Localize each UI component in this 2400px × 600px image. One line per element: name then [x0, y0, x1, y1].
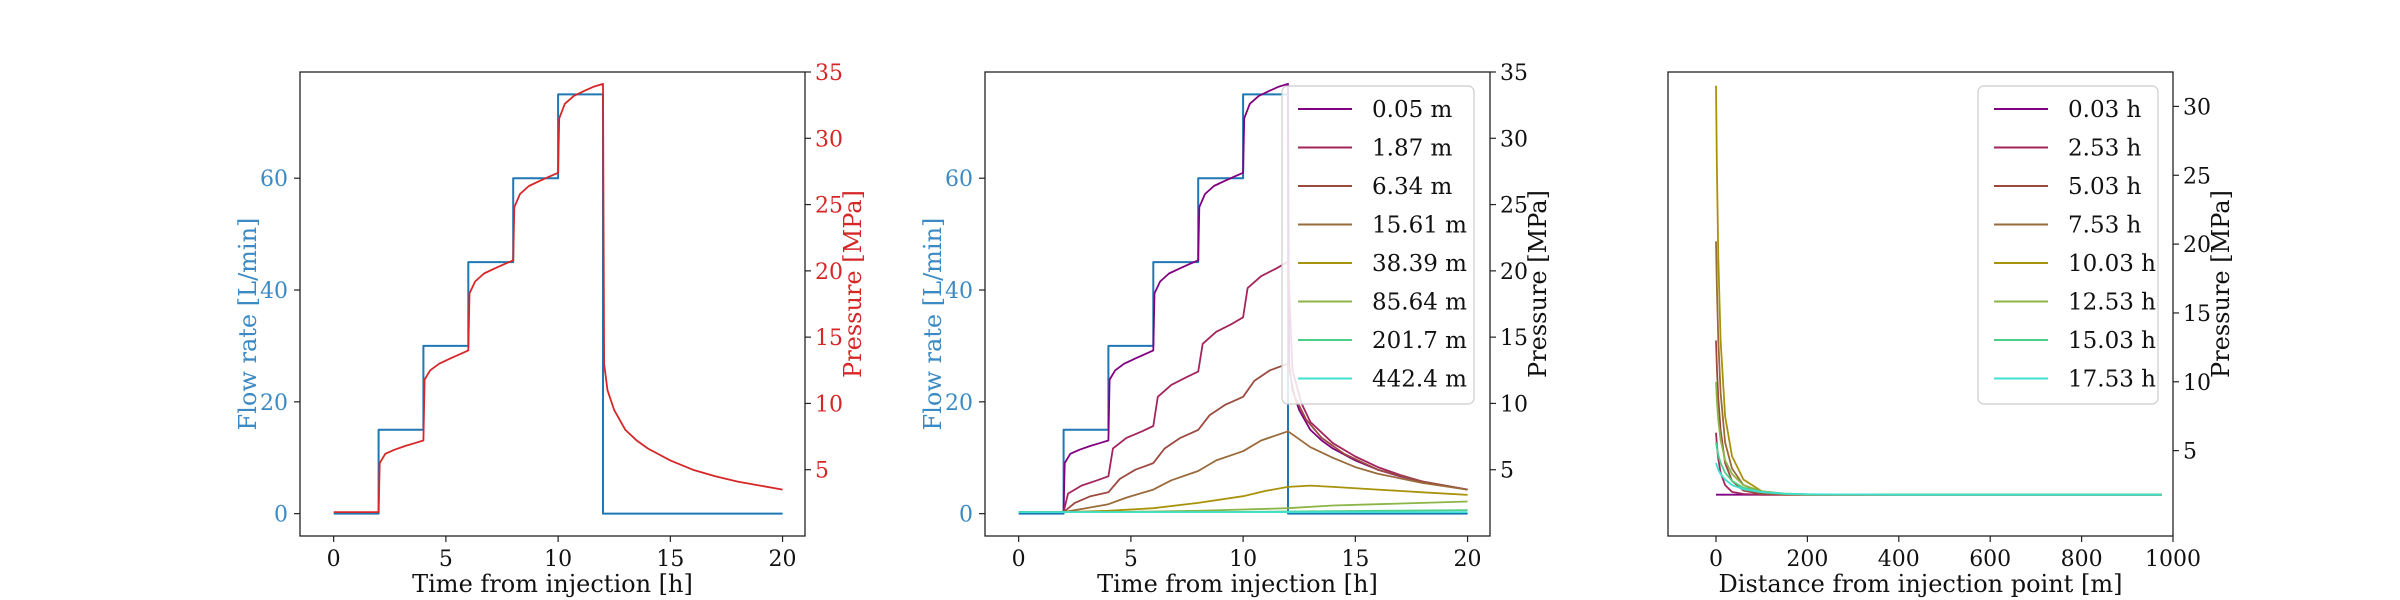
x-tick-label: 400: [1878, 547, 1920, 572]
x-tick-label: 15: [656, 547, 684, 572]
flow-rate-line: [1018, 93, 1468, 515]
x-tick-label: 5: [439, 547, 453, 572]
legend: 0.05 m 1.87 m 6.34 m 15.61 m 38.39 m 85.64 m 2…: [1281, 85, 1475, 405]
y-left-tick-label: 40: [945, 279, 973, 304]
plot-area: [1715, 85, 2162, 496]
legend-box: [1977, 85, 2159, 405]
legend-label: 6.34 m: [1372, 174, 1453, 200]
legend-label: 1.87 m: [1372, 136, 1453, 162]
y-right-tick-label: 25: [1500, 194, 1528, 219]
y-right-tick-label: 10: [1500, 392, 1528, 417]
legend-label: 2.53 h: [2068, 136, 2142, 162]
x-axis-label: Time from injection [h]: [1097, 570, 1378, 598]
y-left-tick-label: 20: [945, 391, 973, 416]
x-tick-label: 1000: [2145, 547, 2201, 572]
y-left-tick-label: 60: [260, 167, 288, 192]
legend-label: 15.03 h: [2068, 328, 2156, 354]
chart-panel-3: 0 200 400 600 800 1000 Distance from injection…: [1667, 71, 2235, 598]
y-right-axis-label: Pressure [MPa]: [839, 190, 867, 378]
y-right-tick-label: 35: [815, 61, 843, 86]
x-tick-label: 20: [769, 547, 797, 572]
y-right-tick-label: 10: [815, 392, 843, 417]
pressure-line-3: [1018, 362, 1468, 513]
axes-frame: [299, 71, 806, 537]
x-tick-label: 0: [1709, 547, 1723, 572]
y-right-tick-label: 5: [1500, 459, 1514, 484]
y-right-axis-label: Pressure [MPa]: [2207, 190, 2235, 378]
x-tick-label: 10: [544, 547, 572, 572]
y-right-tick-label: 5: [2183, 440, 2197, 465]
y-right-tick-label: 30: [815, 127, 843, 152]
chart-panel-2: 0 5 10 15 20 Time from injection [h] 0 20 40 60 Fl…: [919, 61, 1552, 598]
legend-label: 0.03 h: [2068, 97, 2142, 123]
legend-label: 15.61 m: [1372, 213, 1467, 239]
x-tick-label: 200: [1786, 547, 1828, 572]
x-tick-label: 800: [2061, 547, 2103, 572]
y-right-tick-label: 15: [1500, 326, 1528, 351]
y-right-tick-label: 20: [1500, 260, 1528, 285]
y-right-axis-label: Pressure [MPa]: [1524, 190, 1552, 378]
y-left-tick-label: 20: [260, 391, 288, 416]
pressure-line-1: [1715, 432, 2162, 496]
legend-label: 5.03 h: [2068, 174, 2142, 200]
axes-frame: [984, 71, 1491, 537]
y-right-tick-label: 35: [1500, 61, 1528, 86]
legend-label: 0.05 m: [1372, 97, 1453, 123]
legend-label: 201.7 m: [1372, 328, 1467, 354]
x-tick-label: 10: [1229, 547, 1257, 572]
x-axis-label: Distance from injection point [m]: [1719, 570, 2123, 598]
pressure-line-6: [1715, 442, 2162, 496]
y-right-tick-label: 10: [2183, 371, 2211, 396]
legend-label: 17.53 h: [2068, 367, 2156, 393]
pressure-line-7: [1715, 462, 2162, 496]
pressure-line-2: [1018, 260, 1468, 513]
x-tick-label: 5: [1124, 547, 1138, 572]
x-axis-label: Time from injection [h]: [412, 570, 693, 598]
legend-label: 85.64 m: [1372, 290, 1467, 316]
legend-label: 38.39 m: [1372, 251, 1467, 277]
y-left-axis-label: Flow rate [L/min]: [234, 218, 262, 431]
x-tick-label: 20: [1454, 547, 1482, 572]
x-tick-label: 0: [327, 547, 341, 572]
y-right-tick-label: 20: [2183, 233, 2211, 258]
y-right-tick-label: 30: [1500, 127, 1528, 152]
legend-label: 10.03 h: [2068, 251, 2156, 277]
y-right-tick-label: 25: [2183, 164, 2211, 189]
y-right-tick-label: 30: [2183, 95, 2211, 120]
y-right-tick-label: 5: [815, 459, 829, 484]
x-tick-label: 600: [1969, 547, 2011, 572]
legend-label: 7.53 h: [2068, 213, 2142, 239]
pressure-line-1: [333, 83, 783, 513]
flow-rate-line: [333, 93, 783, 515]
x-tick-label: 15: [1341, 547, 1369, 572]
y-left-tick-label: 0: [959, 503, 973, 528]
legend-box: [1281, 85, 1475, 405]
pressure-line-1: [1018, 83, 1468, 513]
chart-panel-1: 0 5 10 15 20 Time from injection [h] 0 20 40 60 Fl…: [234, 61, 867, 598]
y-left-tick-label: 40: [260, 279, 288, 304]
axes-frame: [1667, 71, 2174, 537]
legend: 0.03 h 2.53 h 5.03 h 7.53 h 10.03 h 12.53 h 15…: [1977, 85, 2159, 405]
pressure-line-5: [1018, 484, 1468, 513]
y-left-tick-label: 0: [274, 503, 288, 528]
y-left-tick-label: 60: [945, 167, 973, 192]
legend-label: 442.4 m: [1372, 367, 1467, 393]
y-right-tick-label: 15: [815, 326, 843, 351]
y-left-axis-label: Flow rate [L/min]: [919, 218, 947, 431]
legend-label: 12.53 h: [2068, 290, 2156, 316]
plot-area: [1018, 83, 1468, 515]
y-right-tick-label: 20: [815, 260, 843, 285]
y-right-tick-label: 15: [2183, 302, 2211, 327]
y-right-tick-label: 25: [815, 194, 843, 219]
pressure-line-4: [1018, 430, 1468, 513]
plot-area: [333, 83, 783, 515]
x-tick-label: 0: [1012, 547, 1026, 572]
